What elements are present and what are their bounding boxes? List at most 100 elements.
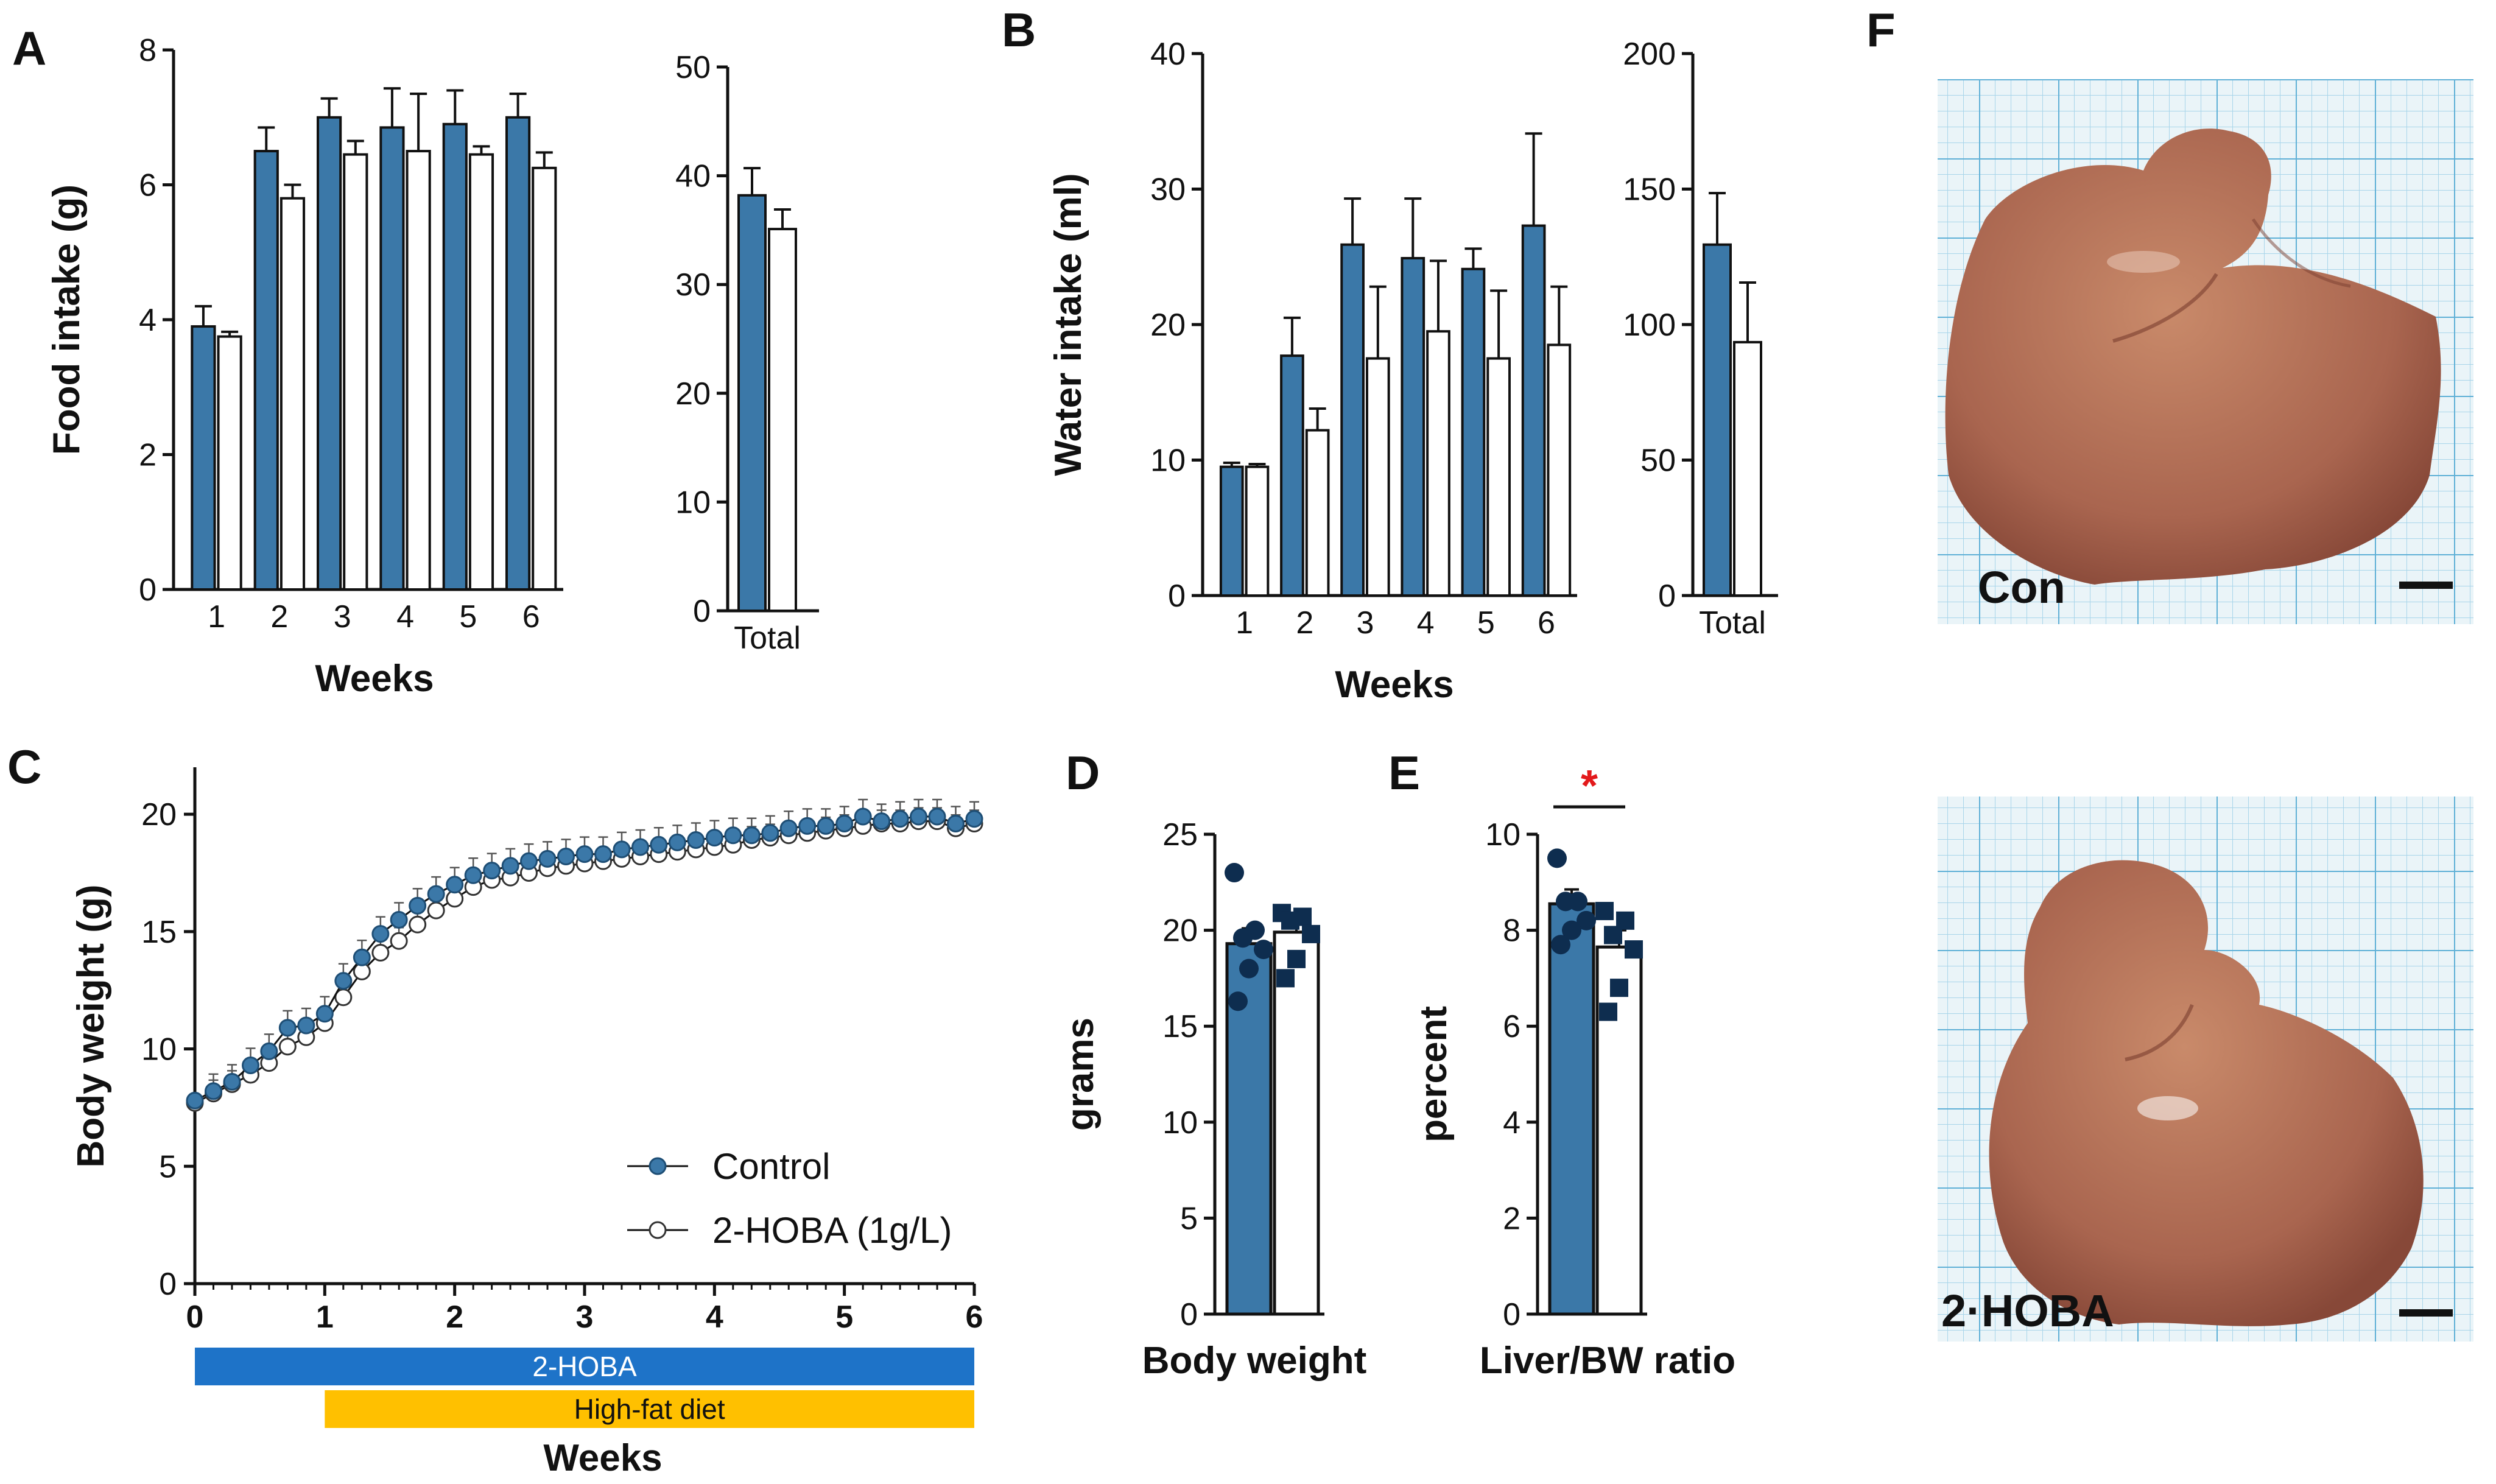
E-x-axis-title: Liver/BW ratio xyxy=(1480,1340,1735,1382)
panel-letter-c: C xyxy=(7,740,41,793)
C-point-control xyxy=(446,876,464,894)
liver-shape-control xyxy=(1945,128,2441,585)
B-total-y-tick-label: 150 xyxy=(1623,172,1676,208)
C-point-control xyxy=(965,810,983,828)
C-point-control xyxy=(427,885,445,903)
C-y-tick-label: 0 xyxy=(159,1267,177,1302)
B-weekly-x-axis-title: Weeks xyxy=(1335,664,1454,706)
C-timeline-bar-1 xyxy=(325,1390,975,1428)
body-weight-bar-chart: 0 5 10 15 20 25 grams Body weight xyxy=(1060,817,1366,1382)
B-weekly-y-tick-label: 10 xyxy=(1150,443,1186,479)
E-y-tick-label: 8 xyxy=(1503,913,1520,949)
B-weekly-bar-treated xyxy=(1305,429,1330,597)
C-point-control xyxy=(186,1091,204,1109)
B-weekly-y-tick-label: 30 xyxy=(1150,172,1186,208)
C-point-control xyxy=(260,1042,278,1060)
C-point-control xyxy=(464,866,482,884)
B-weekly-bar-treated xyxy=(1486,357,1511,597)
E-point-control xyxy=(1562,920,1581,940)
D-y-axis-title: grams xyxy=(1060,1018,1102,1131)
C-legend-label-control: Control xyxy=(712,1146,830,1187)
E-significance-marker: * xyxy=(1581,762,1598,811)
liver-ratio-bar-chart: 0 2 4 6 8 10 percent Liver/BW ratio * xyxy=(1413,762,1735,1382)
D-bar-treated xyxy=(1273,930,1320,1316)
C-point-control xyxy=(687,831,705,849)
photo-label-2hoba: 2·HOBA xyxy=(1941,1285,2114,1336)
B-weekly-y-tick-label: 20 xyxy=(1150,308,1186,343)
D-point-control xyxy=(1225,863,1244,883)
C-legend-label-treated: 2-HOBA (1g/L) xyxy=(712,1210,952,1251)
B-weekly-bar-control xyxy=(1521,224,1546,597)
liver-photo-control: Con xyxy=(1938,79,2473,624)
C-x-tick-label: 1 xyxy=(316,1299,334,1335)
C-legend-marker-control xyxy=(649,1157,667,1175)
A-weekly-y-axis-title: Food intake (g) xyxy=(46,185,88,455)
panel-letter-b: B xyxy=(1002,3,1036,57)
C-y-tick-label: 5 xyxy=(159,1149,177,1184)
A-total-x-tick-label: Total xyxy=(734,621,801,656)
C-point-control xyxy=(334,972,353,990)
C-point-control xyxy=(371,925,390,943)
D-y-tick-label: 0 xyxy=(1180,1297,1198,1332)
A-weekly-bar-treated xyxy=(406,150,431,591)
C-point-control xyxy=(594,845,613,863)
C-point-control xyxy=(205,1082,223,1100)
liver-shape-2hoba xyxy=(1989,860,2424,1326)
A-total-bar-treated xyxy=(768,228,797,612)
C-x-tick-label: 2 xyxy=(446,1299,463,1335)
C-x-tick-label: 5 xyxy=(835,1299,853,1335)
A-weekly-bar-treated xyxy=(279,197,306,591)
D-y-tick-label: 15 xyxy=(1162,1009,1198,1044)
A-weekly-bar-control xyxy=(379,126,405,591)
E-y-tick-label: 10 xyxy=(1485,817,1520,853)
D-x-axis-title: Body weight xyxy=(1142,1340,1367,1382)
C-point-control xyxy=(946,815,965,833)
D-y-tick-label: 5 xyxy=(1180,1201,1198,1236)
B-weekly-bar-treated xyxy=(1365,357,1390,597)
B-weekly-y-axis-title: Water intake (ml) xyxy=(1047,173,1089,476)
C-point-treated xyxy=(409,915,427,934)
E-y-tick-label: 0 xyxy=(1503,1297,1520,1332)
E-y-axis-title: percent xyxy=(1413,1006,1455,1142)
E-point-control xyxy=(1577,910,1596,930)
E-point-treated xyxy=(1595,902,1614,921)
A-weekly-x-tick-label: 3 xyxy=(334,599,351,635)
C-x-axis-title: Weeks xyxy=(543,1437,662,1479)
D-point-control xyxy=(1254,940,1273,960)
food-intake-weekly-chart: 0 2 4 6 8 1 2 3 4 5 6 Food intake (g) Weeks xyxy=(46,33,563,700)
A-weekly-bar-treated xyxy=(343,153,368,591)
B-weekly-bar-control xyxy=(1280,354,1304,597)
A-weekly-x-tick-label: 2 xyxy=(270,599,288,635)
A-weekly-x-tick-label: 6 xyxy=(522,599,540,635)
C-timeline-label-1: High-fat diet xyxy=(574,1393,725,1425)
A-weekly-x-tick-label: 5 xyxy=(459,599,477,635)
B-weekly-bar-treated xyxy=(1547,343,1572,597)
E-y-tick-label: 4 xyxy=(1503,1105,1520,1141)
A-total-y-tick-label: 20 xyxy=(675,376,711,412)
A-weekly-bar-control xyxy=(317,116,342,591)
A-weekly-x-tick-label: 4 xyxy=(396,599,414,635)
C-point-control xyxy=(519,852,538,870)
A-total-y-tick-label: 30 xyxy=(675,267,711,303)
C-point-control xyxy=(613,840,631,859)
E-y-tick-label: 2 xyxy=(1503,1201,1520,1236)
C-point-control xyxy=(891,810,909,828)
A-weekly-bar-control xyxy=(442,122,468,591)
C-point-control xyxy=(835,815,854,833)
C-point-control xyxy=(409,896,427,915)
scale-bar-control xyxy=(2399,582,2453,589)
C-point-control xyxy=(798,817,817,835)
D-point-treated xyxy=(1276,969,1295,988)
C-point-treated xyxy=(390,932,408,950)
B-weekly-bar-control xyxy=(1219,465,1244,597)
B-total-y-tick-label: 0 xyxy=(1658,578,1676,614)
C-point-control xyxy=(742,826,761,845)
D-point-treated xyxy=(1281,911,1299,930)
A-weekly-bar-control xyxy=(191,325,216,591)
C-point-control xyxy=(315,1005,334,1023)
C-point-control xyxy=(854,807,872,826)
panel-letter-e: E xyxy=(1388,746,1420,800)
panel-letter-a: A xyxy=(12,21,46,75)
A-weekly-x-tick-label: 1 xyxy=(208,599,225,635)
